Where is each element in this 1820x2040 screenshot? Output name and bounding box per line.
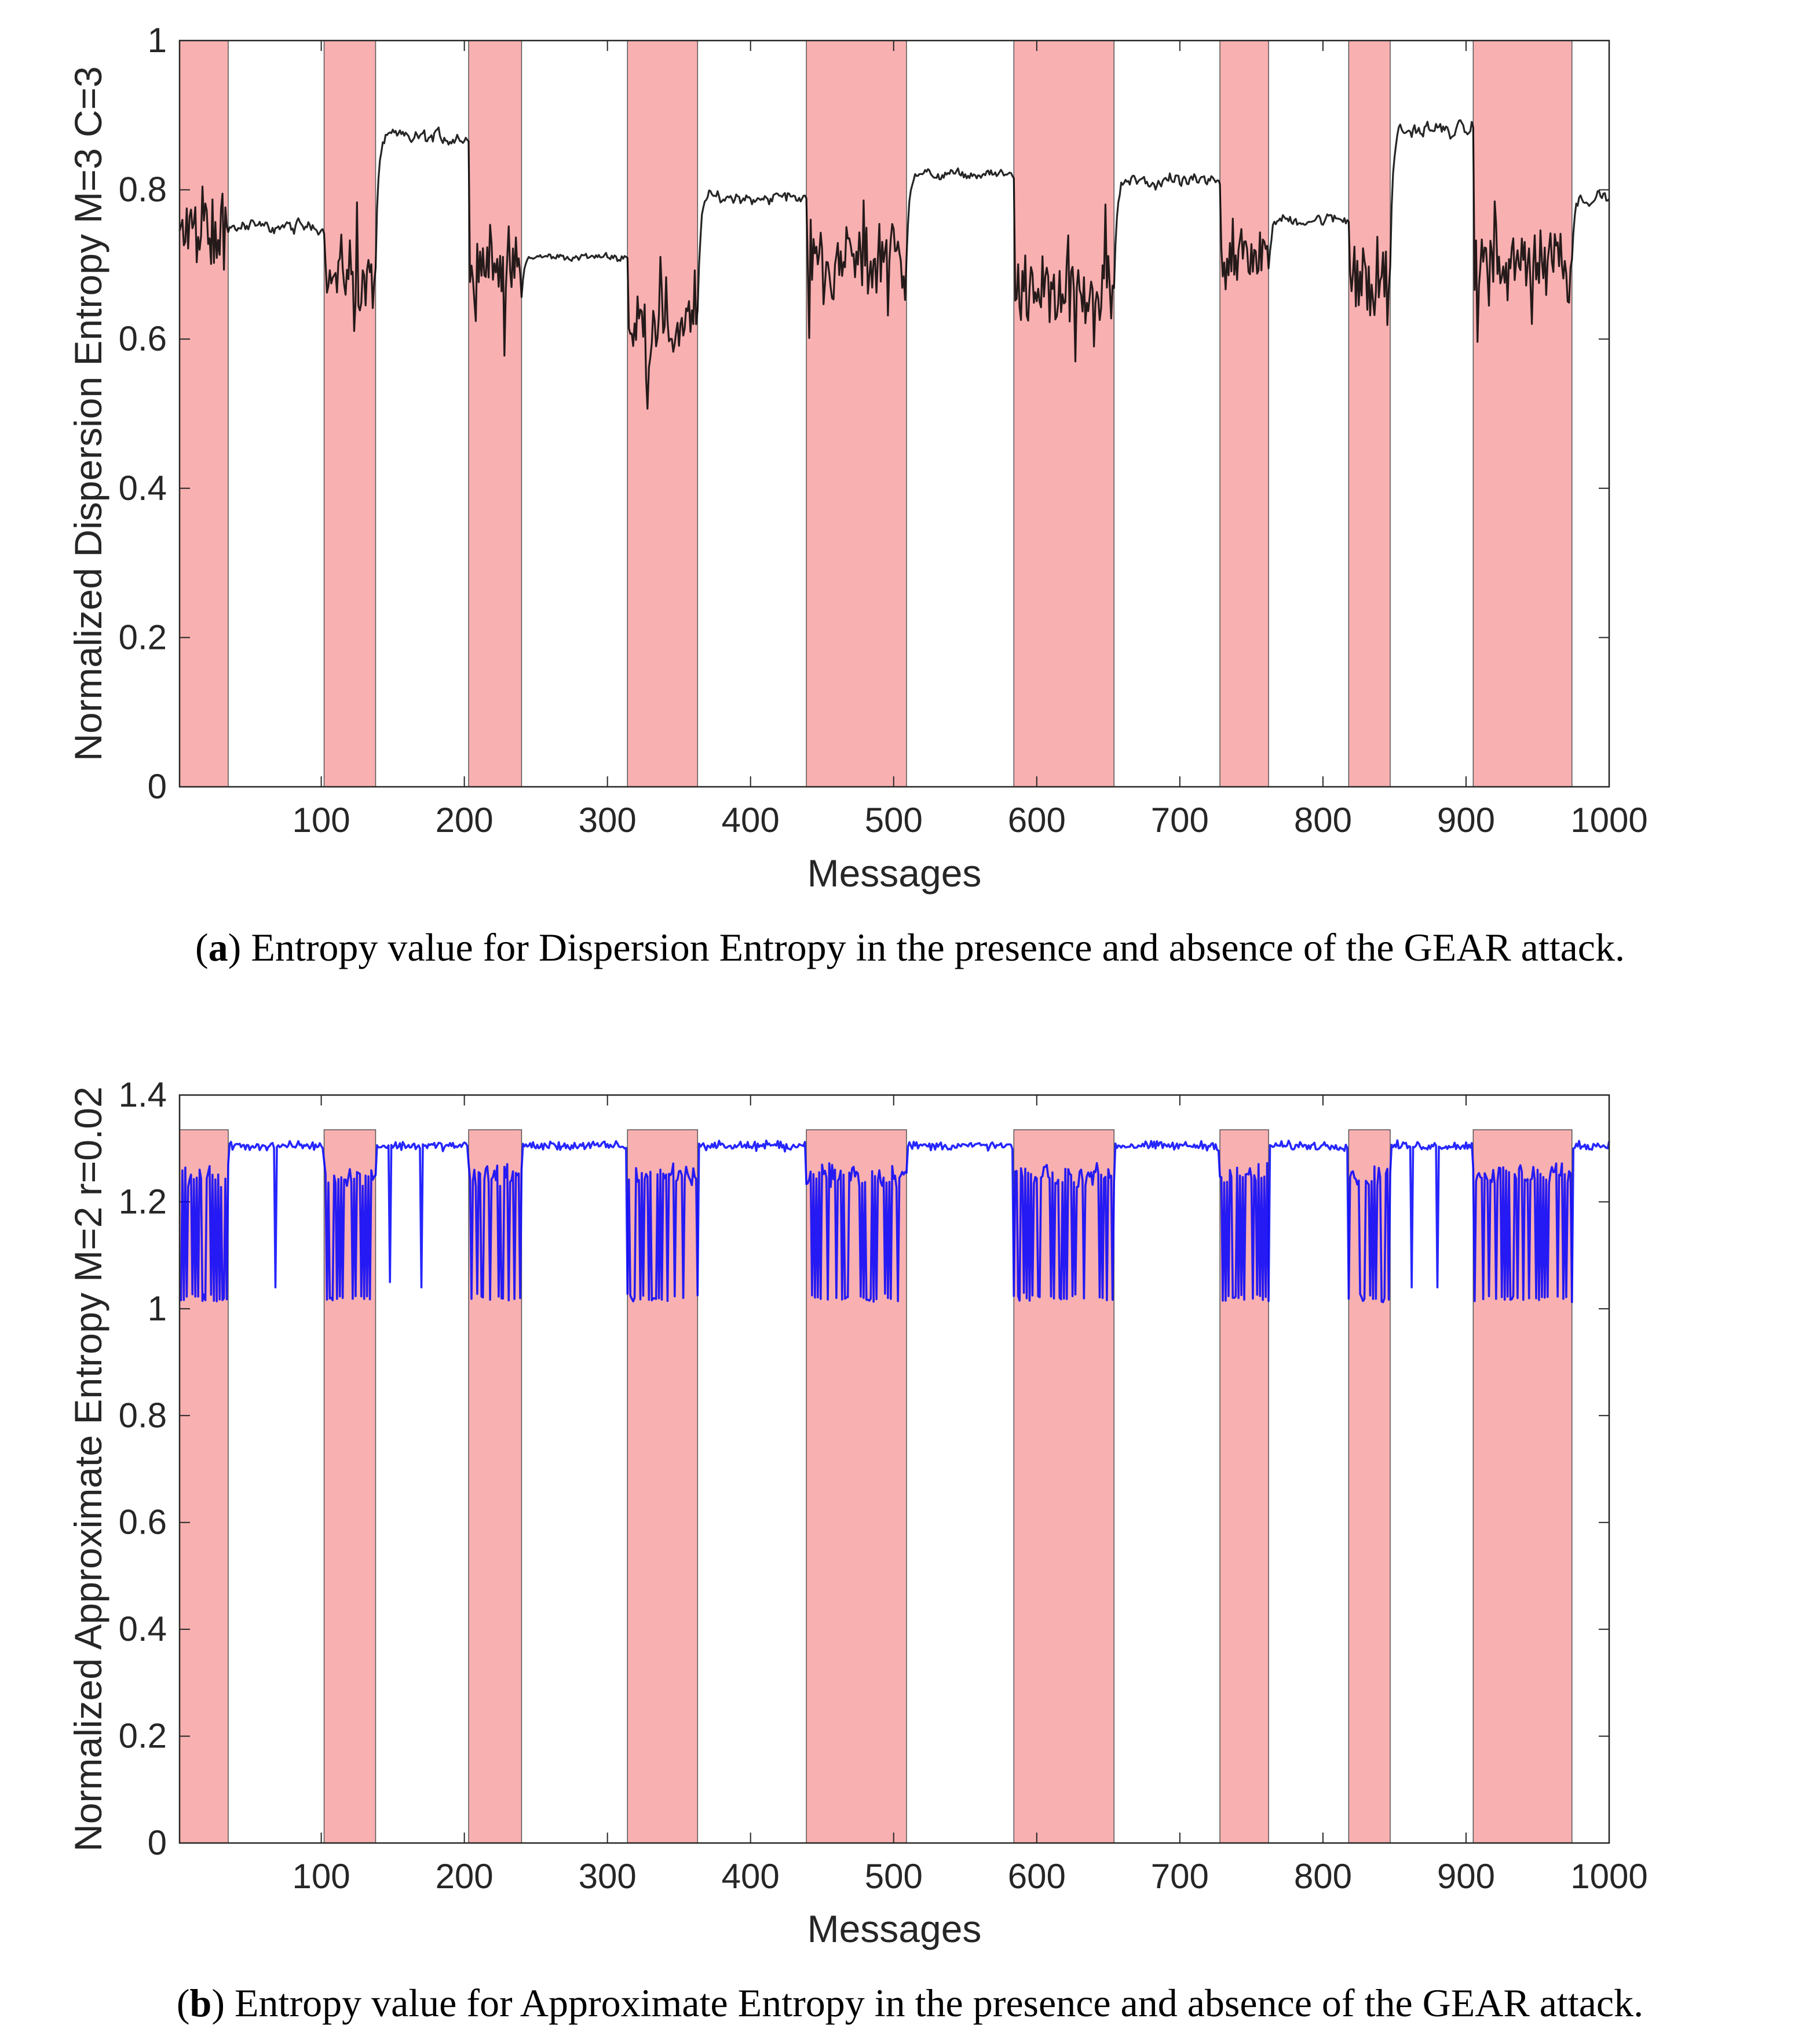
panel-a-ticks [180,40,1610,787]
x-tick-label: 900 [1437,1857,1495,1896]
caption-b-text: ) Entropy value for Approximate Entropy … [211,1981,1644,2025]
caption-a-text: ) Entropy value for Dispersion Entropy i… [228,925,1625,969]
y-tick-label: 0.2 [119,1717,167,1756]
panel-a-x-axis-label: Messages [807,852,982,895]
x-tick-label: 700 [1151,801,1209,840]
y-tick-label: 0.4 [119,1610,167,1648]
x-tick-label: 900 [1437,801,1495,840]
panel-a-y-axis-label: Normalized Dispersion Entropy M=3 C=3 [67,66,109,761]
x-tick-label: 100 [293,1857,350,1896]
y-tick-label: 0.8 [119,1396,167,1435]
x-tick-label: 800 [1294,1857,1352,1896]
panel-b-x-tick-labels: 100 200 300 400 500 600 700 800 900 1000 [293,1857,1648,1896]
panel-a-y-tick-labels: 0 0.2 0.4 0.6 0.8 1 [119,21,167,806]
y-tick-label: 0.4 [119,469,167,508]
panel-a-x-tick-labels: 100 200 300 400 500 600 700 800 900 1000 [293,801,1648,840]
y-tick-label: 1.2 [119,1182,167,1221]
x-tick-label: 600 [1008,1857,1066,1896]
panel-b-y-axis-label: Normalized Approximate Entropy M=2 r=0.0… [67,1086,109,1852]
attack-region-9 [1472,40,1573,787]
y-tick-label: 0.6 [119,1503,167,1542]
x-tick-label: 500 [865,801,923,840]
panel-a-axes-frame [178,39,1610,788]
attack-region-3 [468,40,522,787]
panel-b-series-line [178,1139,1610,1304]
y-tick-label: 0.6 [119,319,167,358]
x-tick-label: 200 [436,801,494,840]
y-tick-label: 0.8 [119,170,167,209]
x-tick-label: 200 [436,1857,494,1896]
panel-a-attack-regions [179,40,1573,787]
x-tick-label: 300 [579,801,637,840]
x-tick-label: 400 [722,801,780,840]
x-tick-label: 300 [579,1857,637,1896]
y-tick-label: 0.2 [119,618,167,656]
panel-a-chart: 100 200 300 400 500 600 700 800 900 1000 00.20.40… [67,21,1648,895]
caption-a: (a) Entropy value for Dispersion Entropy… [195,925,1625,969]
caption-a-label: a [208,925,228,969]
panel-b-chart: 100 200 300 400 500 600 700 800 900 1000 00.20.40… [67,1075,1648,1950]
panel-a-series-line [178,119,1610,410]
x-tick-label: 100 [293,801,350,840]
panel-b-y-tick-labels: 0 0.2 0.4 0.6 0.8 1 1.2 1.4 [119,1075,167,1862]
y-tick-label: 1 [148,1289,167,1328]
x-tick-label: 1000 [1570,1857,1647,1896]
caption-b: (b) Entropy value for Approximate Entrop… [176,1981,1644,2025]
x-tick-label: 1000 [1570,801,1647,840]
attack-region-4 [627,40,699,787]
x-tick-label: 700 [1151,1857,1209,1896]
caption-b-label: b [189,1981,212,2025]
attack-region-8 [1348,40,1391,787]
x-tick-label: 400 [722,1857,780,1896]
attack-region-7 [1219,40,1269,787]
y-tick-label: 0 [148,767,167,806]
y-tick-label: 1 [148,21,167,60]
x-tick-label: 500 [865,1857,923,1896]
x-tick-label: 600 [1008,801,1066,840]
attack-region-5 [806,40,907,787]
panel-b-x-axis-label: Messages [807,1907,982,1950]
x-tick-label: 800 [1294,801,1352,840]
y-tick-label: 1.4 [119,1075,167,1114]
attack-region-6 [1013,40,1114,787]
attack-region-2 [323,40,377,787]
attack-region-1 [179,40,229,787]
panel-b-axes-frame [178,1094,1610,1844]
y-tick-label: 0 [148,1823,167,1862]
